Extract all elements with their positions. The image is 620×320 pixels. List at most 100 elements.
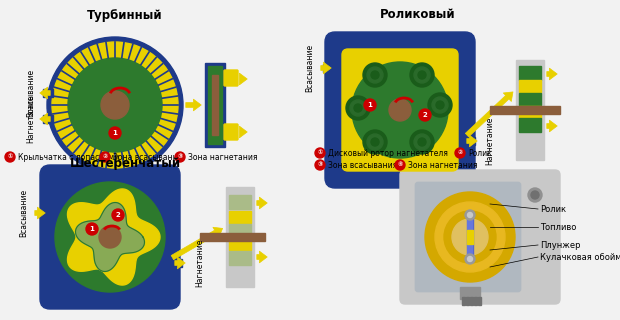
Circle shape xyxy=(467,257,472,261)
Bar xyxy=(519,106,541,118)
Text: Ролик: Ролик xyxy=(468,148,492,157)
Bar xyxy=(467,215,473,259)
FancyBboxPatch shape xyxy=(40,165,180,309)
Bar xyxy=(460,137,475,145)
Circle shape xyxy=(452,219,488,255)
Bar xyxy=(519,80,541,92)
Text: Всасывание: Всасывание xyxy=(27,69,35,117)
Bar xyxy=(478,297,481,305)
Bar xyxy=(474,297,477,305)
Circle shape xyxy=(352,62,448,158)
Circle shape xyxy=(86,223,98,235)
Circle shape xyxy=(354,104,362,112)
Bar xyxy=(229,251,251,265)
Circle shape xyxy=(346,96,370,120)
Circle shape xyxy=(455,148,465,158)
FancyBboxPatch shape xyxy=(325,32,475,188)
Text: 1: 1 xyxy=(368,102,373,108)
Text: Зона всасывания: Зона всасывания xyxy=(113,153,182,162)
Circle shape xyxy=(425,192,515,282)
Circle shape xyxy=(465,254,475,264)
Text: ③: ③ xyxy=(317,163,322,167)
Circle shape xyxy=(68,58,162,152)
Circle shape xyxy=(55,182,165,292)
Bar xyxy=(200,233,265,241)
Text: ①: ① xyxy=(7,155,12,159)
Circle shape xyxy=(371,71,379,79)
Text: 2: 2 xyxy=(115,212,120,218)
Text: 1: 1 xyxy=(89,226,94,232)
Circle shape xyxy=(389,99,411,121)
Bar xyxy=(212,75,218,135)
Polygon shape xyxy=(76,203,144,271)
Bar xyxy=(226,187,254,287)
Bar xyxy=(460,287,480,299)
Bar xyxy=(229,195,251,209)
Text: Всасывание: Всасывание xyxy=(19,189,29,237)
Circle shape xyxy=(410,130,434,154)
Bar xyxy=(466,297,469,305)
Circle shape xyxy=(315,148,325,158)
FancyBboxPatch shape xyxy=(400,170,560,304)
Bar xyxy=(205,63,225,147)
Text: ②: ② xyxy=(458,150,463,156)
Text: Турбинный: Турбинный xyxy=(87,9,163,21)
Text: ④: ④ xyxy=(397,163,402,167)
Text: Ролик: Ролик xyxy=(540,204,566,213)
Circle shape xyxy=(531,191,539,199)
Circle shape xyxy=(101,91,129,119)
Circle shape xyxy=(435,202,505,272)
Bar xyxy=(467,230,473,244)
Bar xyxy=(490,106,560,114)
Circle shape xyxy=(100,152,110,162)
Polygon shape xyxy=(68,189,160,285)
Bar xyxy=(467,215,473,259)
Circle shape xyxy=(410,63,434,87)
Bar xyxy=(43,89,53,97)
Circle shape xyxy=(315,160,325,170)
Text: 1: 1 xyxy=(113,130,117,136)
Circle shape xyxy=(363,63,387,87)
Circle shape xyxy=(432,97,448,113)
Circle shape xyxy=(175,152,185,162)
Text: Крыльчатка с лопастями: Крыльчатка с лопастями xyxy=(18,153,119,162)
Bar xyxy=(229,211,251,223)
Circle shape xyxy=(418,138,426,146)
Text: Роликовый: Роликовый xyxy=(380,9,456,21)
Text: Нагнетание: Нагнетание xyxy=(27,95,35,143)
Circle shape xyxy=(112,209,124,221)
Circle shape xyxy=(363,130,387,154)
Bar xyxy=(519,93,541,105)
FancyBboxPatch shape xyxy=(224,124,238,140)
Circle shape xyxy=(350,100,366,116)
Text: Всасывание: Всасывание xyxy=(306,44,314,92)
Bar xyxy=(168,259,182,267)
Text: Плунжер: Плунжер xyxy=(540,241,580,250)
Circle shape xyxy=(99,226,121,248)
Bar xyxy=(38,209,52,217)
Bar xyxy=(516,60,544,160)
Circle shape xyxy=(109,127,121,139)
FancyBboxPatch shape xyxy=(224,70,238,86)
Text: Топливо: Топливо xyxy=(540,222,577,231)
Text: Зона нагнетания: Зона нагнетания xyxy=(188,153,257,162)
Circle shape xyxy=(414,134,430,150)
Text: ②: ② xyxy=(102,155,108,159)
Text: Кулачковая обойма: Кулачковая обойма xyxy=(540,252,620,261)
Circle shape xyxy=(52,42,178,168)
Bar xyxy=(519,118,541,132)
FancyBboxPatch shape xyxy=(415,182,521,292)
Bar xyxy=(323,64,338,72)
Text: ③: ③ xyxy=(177,155,183,159)
Circle shape xyxy=(465,210,475,220)
Text: Зона нагнетания: Зона нагнетания xyxy=(408,161,477,170)
Bar xyxy=(43,115,53,123)
Circle shape xyxy=(367,67,383,83)
Circle shape xyxy=(414,67,430,83)
Text: Нагнетание: Нагнетание xyxy=(485,117,495,165)
Bar xyxy=(519,66,541,80)
FancyBboxPatch shape xyxy=(342,49,458,171)
Circle shape xyxy=(371,138,379,146)
Circle shape xyxy=(419,109,431,121)
Text: Дисковый ротор нагнетателя: Дисковый ротор нагнетателя xyxy=(328,148,448,157)
